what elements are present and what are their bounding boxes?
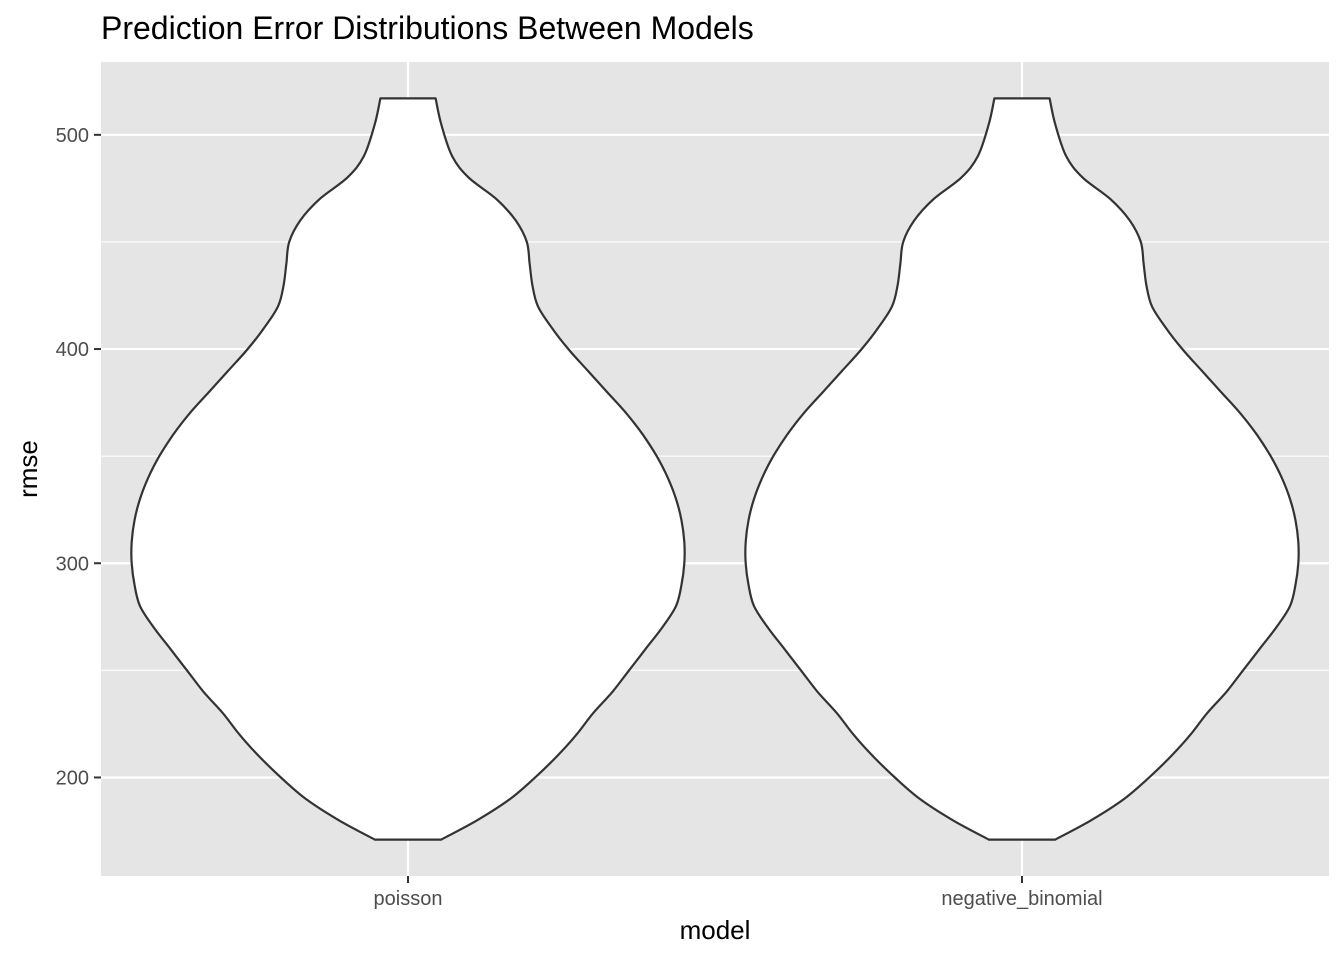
violin-poisson [130, 97, 686, 841]
y-tick-label: 300 [56, 553, 89, 575]
y-tick-label: 500 [56, 125, 89, 147]
y-tick-label: 400 [56, 339, 89, 361]
x-axis-title: model [680, 915, 751, 945]
violin-negative_binomial [744, 97, 1300, 841]
chart-title: Prediction Error Distributions Between M… [101, 10, 754, 46]
y-axis-title: rmse [13, 440, 43, 498]
y-tick-label: 200 [56, 767, 89, 789]
violins [130, 97, 1300, 841]
x-tick-label: poisson [374, 888, 443, 910]
x-tick-label: negative_binomial [941, 888, 1102, 910]
y-axis: 200 300 400 500 [56, 125, 101, 789]
x-axis: poisson negative_binomial [374, 876, 1103, 910]
